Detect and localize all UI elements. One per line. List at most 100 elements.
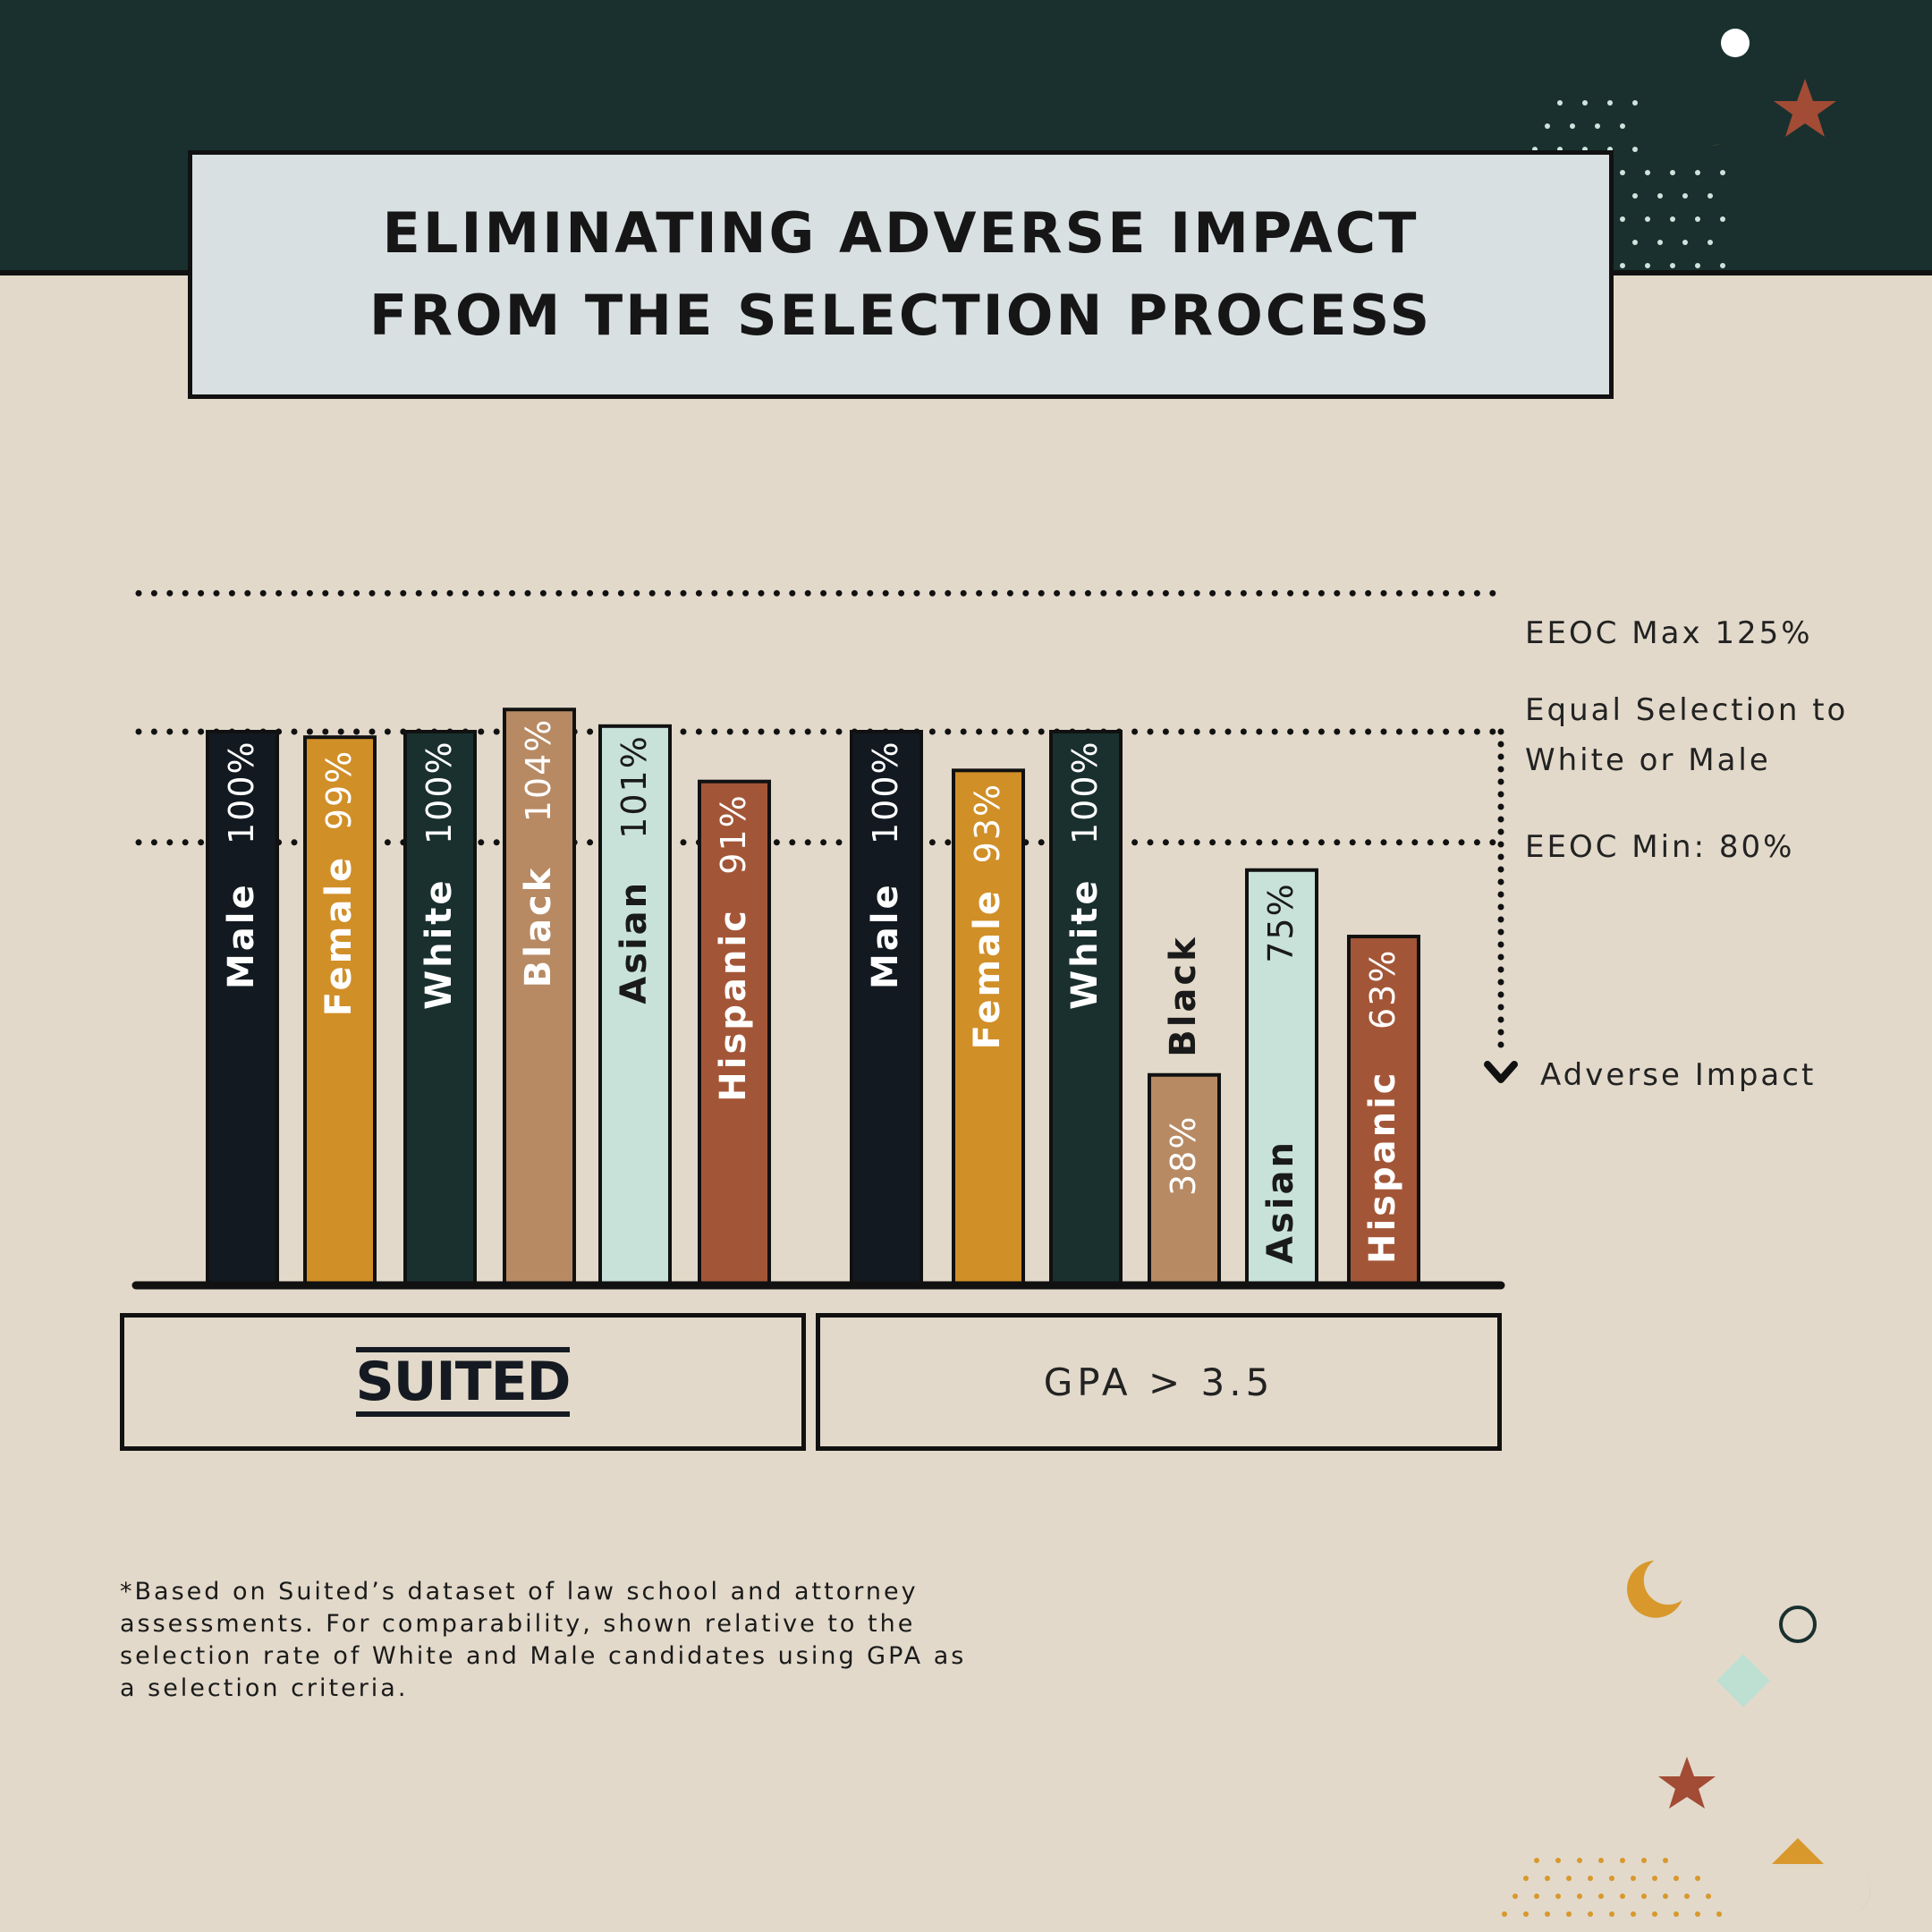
triangle-icon [1772,1838,1824,1864]
dot [1641,1894,1647,1899]
dot [1595,123,1600,129]
dot [1674,1911,1679,1917]
dot [1641,1858,1647,1863]
group-label-suited: SUITED [120,1313,806,1451]
dot [1695,216,1700,222]
dot [1557,100,1563,106]
dot [1657,193,1663,199]
eeoc-max-label: EEOC Max 125% [1525,615,1813,651]
dot [1598,1858,1604,1863]
bar-category-label-gpa-asian: Asian [1260,1140,1301,1264]
dot [1632,193,1638,199]
star-small-icon [1658,1757,1716,1809]
dot [1716,1911,1722,1917]
bar-category-label-suited-hispanic: Hispanic [713,908,754,1102]
dot-pattern-orange-icon [1502,1858,1722,1917]
dot [1695,263,1700,268]
dot [1663,1858,1668,1863]
chart-title: ELIMINATING ADVERSE IMPACT FROM THE SELE… [369,192,1432,357]
dot [1513,1894,1518,1899]
footnote: *Based on Suited’s dataset of law school… [120,1578,967,1702]
dot [1684,1894,1690,1899]
equal-selection-label-line1: Equal Selection to [1525,692,1849,728]
dot [1566,1876,1572,1881]
bar-value-label-gpa-white: 100% [1065,740,1105,844]
eeoc-min-label: EEOC Min: 80% [1525,829,1795,865]
dot [1577,1894,1582,1899]
dot [1620,263,1625,268]
dot [1657,240,1663,245]
bar-category-label-suited-black: Black [518,866,559,988]
dot [1577,1858,1582,1863]
bar-value-label-gpa-asian: 75% [1261,882,1301,962]
dot [1588,1911,1593,1917]
dot [1555,1894,1561,1899]
dot [1707,193,1713,199]
dot [1502,1911,1507,1917]
dot [1631,1876,1636,1881]
dot [1620,123,1625,129]
bar-value-label-gpa-female: 93% [968,783,1007,863]
bar-suited-hispanic [698,779,771,1287]
bar-category-label-suited-male: Male [221,882,262,989]
dot [1620,1858,1625,1863]
dot [1523,1911,1529,1917]
bar-value-label-gpa-black: 38% [1164,1115,1203,1196]
dot [1720,170,1725,175]
dot [1652,1911,1657,1917]
dot [1609,1911,1614,1917]
bar-category-label-suited-female: Female [318,855,360,1016]
dot [1545,123,1550,129]
dot [1670,263,1675,268]
bar-category-label-gpa-white: White [1064,877,1106,1010]
bar-gpa-black [1148,1072,1221,1288]
moon-white-dot-icon [1721,29,1750,57]
dot [1545,1911,1550,1917]
dot [1620,1894,1625,1899]
dot [1707,240,1713,245]
dot [1534,1858,1539,1863]
bar-category-label-gpa-female: Female [967,888,1008,1049]
dot [1720,216,1725,222]
star-icon [1774,79,1836,137]
title-line-2: FROM THE SELECTION PROCESS [369,283,1433,348]
bar-value-label-suited-male: 100% [222,740,261,844]
gpa-label: GPA > 3.5 [1043,1360,1275,1404]
dot [1695,1876,1700,1881]
bar-value-label-suited-black: 104% [519,718,558,823]
bar-value-label-suited-hispanic: 91% [714,793,753,874]
dot [1695,1911,1700,1917]
bar-value-label-suited-asian: 101% [614,734,654,839]
bar-category-label-gpa-male: Male [865,882,906,989]
dot [1720,263,1725,268]
dot [1695,170,1700,175]
circle-outline-icon [1779,1606,1817,1643]
bar-value-label-suited-female: 99% [319,750,359,830]
bar-suited-asian [598,724,672,1287]
arrow-down-icon [1484,1061,1518,1083]
bar-category-label-suited-asian: Asian [614,880,655,1004]
bar-suited-white [403,730,477,1287]
dot [1582,100,1588,106]
bar-category-label-gpa-black: Black [1163,935,1204,1057]
dot [1632,147,1638,152]
equal-selection-label-line2: White or Male [1525,742,1771,778]
dot [1674,1876,1679,1881]
suited-logo: SUITED [355,1347,571,1417]
dot [1523,1876,1529,1881]
bar-value-label-gpa-hispanic: 63% [1363,949,1402,1030]
bar-gpa-asian [1245,868,1318,1287]
crescent-orange-icon [1627,1560,1682,1618]
bar-gpa-female [952,768,1025,1287]
dot [1652,1876,1657,1881]
bar-category-label-gpa-hispanic: Hispanic [1362,1070,1403,1264]
dot [1706,1894,1711,1899]
bar-value-label-suited-white: 100% [419,740,459,844]
dot [1607,100,1613,106]
title-box: ELIMINATING ADVERSE IMPACT FROM THE SELE… [188,150,1614,399]
bar-value-label-gpa-male: 100% [866,740,905,844]
group-label-gpa: GPA > 3.5 [816,1313,1502,1451]
dot [1570,123,1575,129]
diamond-icon [1716,1654,1770,1707]
dot [1645,263,1650,268]
